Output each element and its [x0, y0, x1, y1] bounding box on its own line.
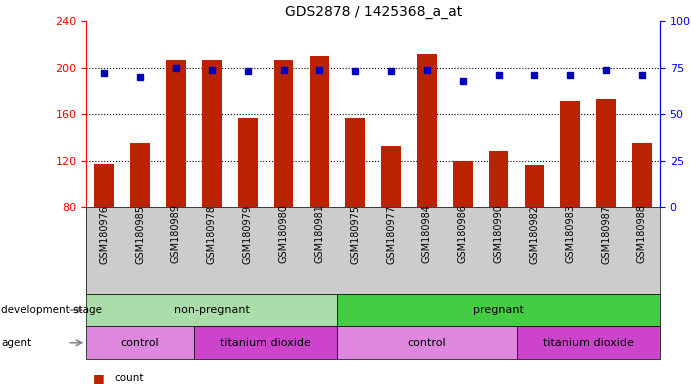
- Bar: [596, 99, 616, 207]
- Bar: [86, 326, 194, 359]
- Bar: [310, 56, 329, 207]
- Text: control: control: [121, 338, 160, 348]
- Bar: [381, 146, 401, 207]
- Text: non-pregnant: non-pregnant: [174, 305, 249, 315]
- Text: ■: ■: [93, 372, 105, 384]
- Bar: [238, 118, 258, 207]
- Text: development stage: development stage: [1, 305, 102, 315]
- Bar: [86, 294, 337, 326]
- Title: GDS2878 / 1425368_a_at: GDS2878 / 1425368_a_at: [285, 5, 462, 19]
- Bar: [524, 166, 545, 207]
- Bar: [274, 60, 294, 207]
- Bar: [346, 118, 365, 207]
- Bar: [632, 143, 652, 207]
- Bar: [417, 54, 437, 207]
- Bar: [202, 60, 222, 207]
- Bar: [95, 164, 114, 207]
- Bar: [337, 294, 660, 326]
- Bar: [194, 326, 337, 359]
- Bar: [131, 143, 150, 207]
- Text: control: control: [408, 338, 446, 348]
- Text: pregnant: pregnant: [473, 305, 524, 315]
- Text: titanium dioxide: titanium dioxide: [542, 338, 634, 348]
- Bar: [560, 101, 580, 207]
- Text: count: count: [114, 373, 144, 383]
- Text: titanium dioxide: titanium dioxide: [220, 338, 311, 348]
- Bar: [166, 60, 186, 207]
- Bar: [453, 161, 473, 207]
- Bar: [489, 152, 509, 207]
- Bar: [337, 326, 516, 359]
- Text: agent: agent: [1, 338, 32, 348]
- Bar: [516, 326, 660, 359]
